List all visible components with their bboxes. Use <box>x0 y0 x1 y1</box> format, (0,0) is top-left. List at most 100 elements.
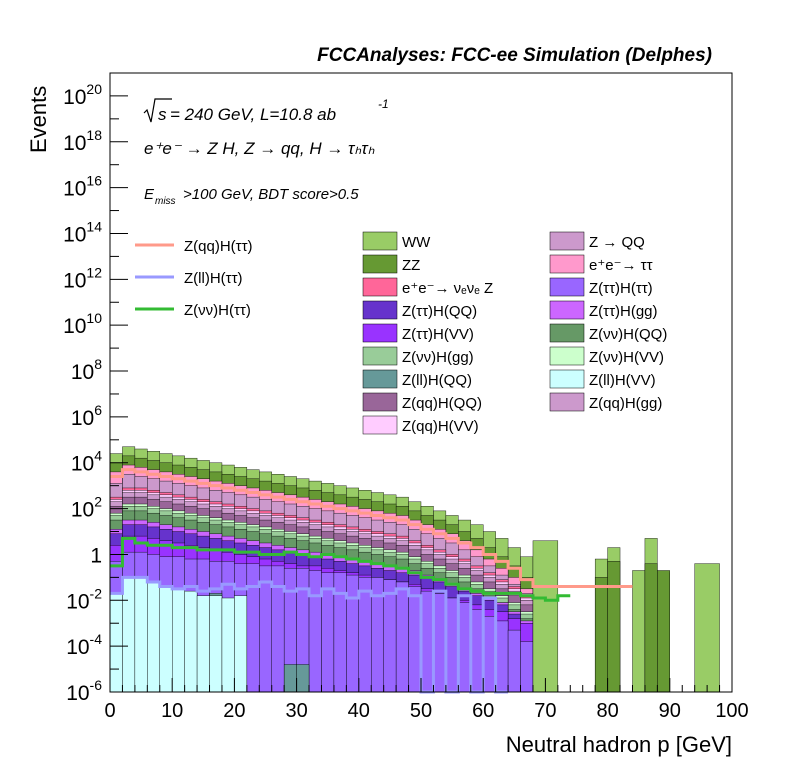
y-tick-label: 1012 <box>63 264 102 292</box>
y-tick-label: 102 <box>71 494 102 522</box>
legend-swatch <box>549 369 585 389</box>
bar-z-h- <box>420 590 434 693</box>
legend-label: Z(ll)H(ττ) <box>184 270 243 287</box>
y-tick-label: 106 <box>71 402 102 430</box>
x-tick-label: 90 <box>659 700 681 722</box>
signal-lines <box>110 468 633 694</box>
legend-swatch <box>549 300 585 320</box>
bar-z-h- <box>495 620 509 693</box>
legend-label: Z(νν)H(VV) <box>589 349 664 366</box>
legend-swatch <box>549 277 585 297</box>
y-axis-label: Events <box>26 86 51 153</box>
bar-ww-tail <box>532 540 559 693</box>
legend-label: Z(qq)H(VV) <box>402 418 479 435</box>
legend-label: Z(ττ)H(gg) <box>589 303 658 320</box>
bar-z-h- <box>433 593 447 693</box>
bar-zz-tail <box>644 563 658 693</box>
bar-z-ll-h-vv- <box>122 577 136 693</box>
bar-z-ll-h-vv- <box>134 577 148 693</box>
legend-label: Z(qq)H(QQ) <box>402 395 482 412</box>
legend-label: e⁺e⁻→ νₑνₑ Z <box>402 280 493 297</box>
bar-z-ll-h-vv- <box>221 597 235 693</box>
legend-backgrounds: WW Z → QQ ZZ e⁺e⁻→ ττ e⁺e⁻→ νₑνₑ Z Z(ττ)H(ττ)… <box>362 231 667 435</box>
legend-signals: Z(qq)H(ττ) Z(ll)H(ττ) Z(νν)H(ττ) <box>135 238 253 319</box>
annotation-process: e⁺e⁻ → Z H, Z → qq, H → τₕτₕ <box>144 139 375 158</box>
bar-ww-tail <box>694 563 720 693</box>
bar-z-h- <box>246 563 260 693</box>
legend-swatch <box>549 231 585 251</box>
bar-z-h- <box>321 572 335 693</box>
y-tick-label: 1 <box>90 544 102 567</box>
annotation-cut: E miss >100 GeV, BDT score>0.5 <box>144 186 359 207</box>
y-tick-label: 1020 <box>63 81 102 109</box>
legend-label: e⁺e⁻→ ττ <box>589 257 653 274</box>
bar-z-h- <box>308 570 322 693</box>
legend-label: Z(ll)H(VV) <box>589 372 656 389</box>
bar-z-ll-h-vv- <box>209 595 223 693</box>
legend-label: Z(ττ)H(QQ) <box>402 303 477 320</box>
bar-z-ll-h-vv- <box>159 586 173 693</box>
annotation-energy: s = 240 GeV, L=10.8 ab -1 <box>143 97 389 124</box>
legend-swatch <box>362 346 398 366</box>
bar-z-h- <box>333 572 347 693</box>
y-tick-label: 1016 <box>63 173 102 201</box>
y-tick-label: 108 <box>71 356 102 384</box>
bar-z-h- <box>346 574 359 693</box>
x-tick-label: 30 <box>285 700 307 722</box>
legend-swatch <box>549 323 585 343</box>
y-tick-label: 1018 <box>63 127 102 155</box>
legend-label: Z(νν)H(ττ) <box>184 302 251 319</box>
legend-label: Z(νν)H(QQ) <box>589 326 667 343</box>
legend-swatch <box>362 415 398 435</box>
bar-z-ll-h-vv- <box>184 590 198 693</box>
y-tick-label: 10-4 <box>66 631 102 659</box>
x-tick-label: 60 <box>472 700 494 722</box>
bar-z-ll-h-qq- <box>296 664 310 693</box>
bar-z-ll-h-vv- <box>196 595 210 693</box>
line-z-h- <box>110 536 571 602</box>
legend-label: Z(ττ)H(VV) <box>402 326 474 343</box>
x-tick-label: 10 <box>161 700 183 722</box>
y-tick-label: 1010 <box>63 310 102 338</box>
legend-label: Z(qq)H(gg) <box>589 395 662 412</box>
energy-text: = 240 GeV, L=10.8 ab <box>170 105 336 124</box>
legend-swatch <box>549 254 585 274</box>
bar-z-h- <box>383 579 397 693</box>
legend-swatch <box>362 300 398 320</box>
bar-z-h- <box>483 616 496 693</box>
legend-swatch <box>362 277 398 297</box>
bar-z-h- <box>408 586 422 693</box>
bar-zz-tail <box>594 577 608 693</box>
sqrt-icon <box>143 98 172 123</box>
bar-ww-tail <box>632 570 646 693</box>
energy-exp: -1 <box>378 97 389 111</box>
bar-z-ll-h-qq- <box>283 664 297 693</box>
bar-z-ll-h-vv- <box>109 593 123 693</box>
legend-label: Z → QQ <box>589 234 645 251</box>
y-tick-label: 10-2 <box>66 585 102 613</box>
legend-label: Z(qq)H(ττ) <box>184 238 253 255</box>
bar-z-ll-h-vv- <box>234 595 248 693</box>
chart-title: FCCAnalyses: FCC-ee Simulation (Delphes) <box>317 45 712 66</box>
line-z-qq-h- <box>110 468 633 589</box>
bar-zz-tail <box>607 561 621 693</box>
bar-z-h- <box>470 609 484 693</box>
bar-z-h- <box>458 602 471 693</box>
y-axis: 10-6 10-4 10-2 1 102 104 106 108 1010 1012 1014 101… <box>63 72 128 705</box>
legend-swatch <box>549 392 585 412</box>
x-axis-label: Neutral hadron p [GeV] <box>506 732 732 757</box>
x-tick-label: 70 <box>534 700 556 722</box>
x-axis: 0 10 20 30 40 50 60 70 80 90 100 <box>104 678 749 722</box>
bar-z-h- <box>259 565 272 693</box>
legend-label: Z(ll)H(QQ) <box>402 372 472 389</box>
legend-swatch <box>362 392 398 412</box>
bar-z-h- <box>445 597 459 693</box>
legend-swatch <box>362 254 398 274</box>
cut-sub: miss <box>155 196 176 207</box>
legend-swatch <box>362 231 398 251</box>
x-tick-label: 80 <box>596 700 618 722</box>
x-tick-label: 100 <box>715 700 748 722</box>
x-tick-label: 20 <box>223 700 245 722</box>
legend-swatch <box>362 323 398 343</box>
